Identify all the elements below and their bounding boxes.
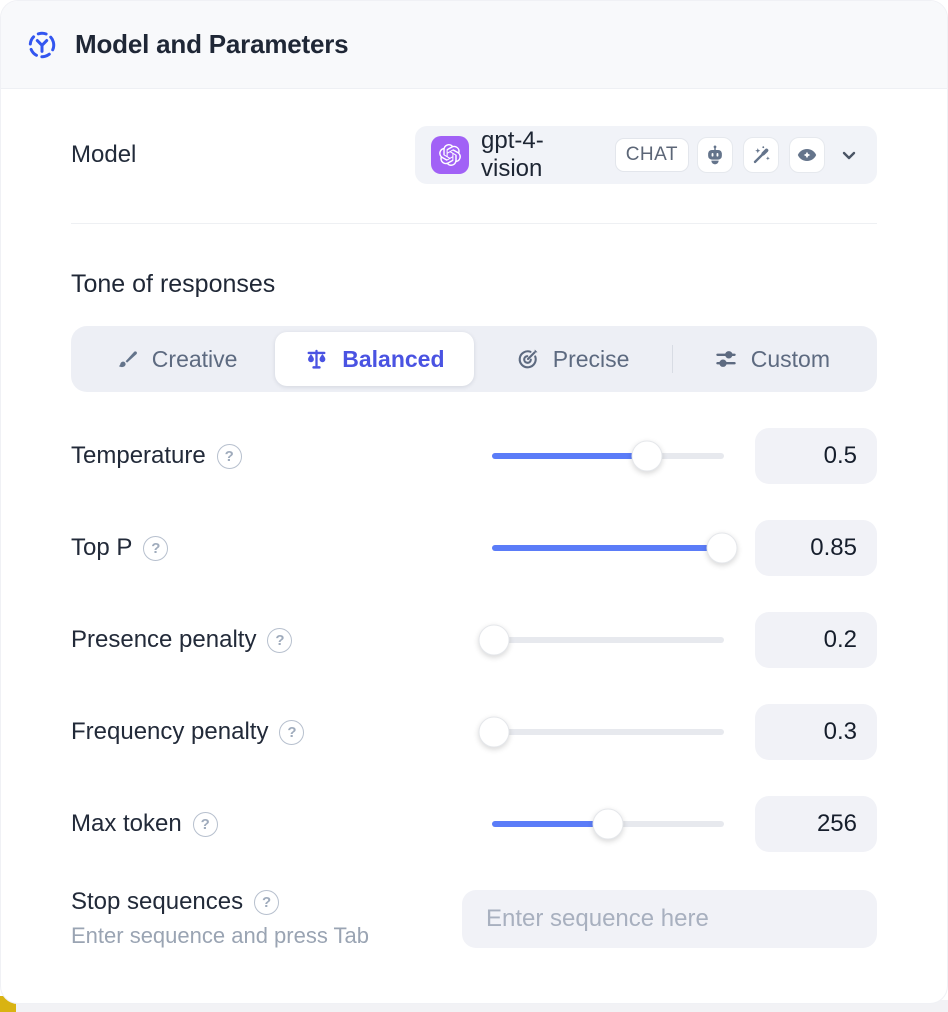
parameter-label: Top P: [71, 534, 133, 561]
slider-track: [492, 729, 724, 735]
magic-wand-icon: [743, 137, 779, 173]
panel-header: Model and Parameters: [1, 1, 947, 89]
top-p-value[interactable]: 0.85: [755, 520, 877, 576]
tone-heading: Tone of responses: [71, 270, 276, 298]
chevron-down-icon: [837, 143, 861, 167]
temperature-value[interactable]: 0.5: [755, 428, 877, 484]
max-token-slider[interactable]: [492, 796, 724, 852]
tone-option-precise[interactable]: Precise: [474, 332, 672, 386]
help-icon[interactable]: ?: [216, 443, 242, 469]
vision-eye-icon: [789, 137, 825, 173]
slider-track: [492, 637, 724, 643]
parameter-label: Presence penalty: [71, 626, 257, 653]
tone-segmented-control: Creative Balanced: [71, 326, 877, 392]
paintbrush-icon: [115, 347, 139, 371]
model-select-dropdown[interactable]: gpt-4-vision CHAT: [415, 126, 877, 184]
model-row: Model gpt-4-vision CHAT: [71, 126, 877, 184]
temperature-slider[interactable]: [492, 428, 724, 484]
help-icon[interactable]: ?: [143, 535, 169, 561]
parameter-row-frequency-penalty: Frequency penalty ? 0.3: [71, 704, 877, 760]
tone-option-label: Precise: [552, 345, 630, 372]
slider-fill: [492, 545, 722, 551]
sliders-icon: [714, 347, 738, 371]
help-icon[interactable]: ?: [267, 627, 293, 653]
frequency-penalty-slider[interactable]: [478, 704, 724, 760]
openai-logo: [431, 136, 469, 174]
parameter-label: Max token: [71, 810, 182, 837]
parameter-row-max-token: Max token ? 256: [71, 796, 877, 852]
balance-scale-icon: [304, 347, 329, 372]
parameter-label: Temperature: [71, 442, 206, 469]
max-token-value[interactable]: 256: [755, 796, 877, 852]
slider-thumb[interactable]: [478, 624, 510, 656]
help-icon[interactable]: ?: [192, 811, 218, 837]
parameter-row-top-p: Top P ? 0.85: [71, 520, 877, 576]
slider-fill: [492, 453, 648, 459]
segmented-divider: [671, 345, 673, 373]
slider-thumb[interactable]: [631, 440, 663, 472]
selected-model-name: gpt-4-vision: [481, 127, 544, 182]
target-arrow-icon: [516, 347, 540, 371]
frequency-penalty-value[interactable]: 0.3: [755, 704, 877, 760]
stop-sequences-row: Stop sequences ? Enter sequence and pres…: [71, 888, 877, 949]
slider-thumb[interactable]: [478, 716, 510, 748]
model-type-badge: CHAT: [614, 138, 689, 172]
parameter-label: Frequency penalty: [71, 718, 269, 745]
top-p-slider[interactable]: [492, 520, 738, 576]
parameter-row-temperature: Temperature ? 0.5: [71, 428, 877, 484]
panel-title: Model and Parameters: [75, 29, 349, 59]
help-icon[interactable]: ?: [254, 889, 280, 915]
tone-option-label: Balanced: [342, 345, 445, 372]
presence-penalty-slider[interactable]: [478, 612, 724, 668]
stop-sequences-hint: Enter sequence and press Tab: [71, 923, 370, 948]
slider-fill: [492, 821, 608, 827]
tone-option-label: Custom: [750, 345, 830, 372]
section-divider: [71, 223, 877, 224]
tone-option-creative[interactable]: Creative: [77, 332, 275, 386]
slider-thumb[interactable]: [706, 532, 738, 564]
parameter-row-presence-penalty: Presence penalty ? 0.2: [71, 612, 877, 668]
presence-penalty-value[interactable]: 0.2: [755, 612, 877, 668]
robot-icon: [697, 137, 733, 173]
tone-option-balanced[interactable]: Balanced: [275, 332, 474, 386]
tone-option-label: Creative: [151, 345, 238, 372]
help-icon[interactable]: ?: [279, 719, 305, 745]
slider-thumb[interactable]: [592, 808, 624, 840]
tone-option-custom[interactable]: Custom: [673, 332, 871, 386]
model-label: Model: [71, 141, 137, 168]
stop-sequences-label: Stop sequences: [71, 888, 244, 915]
stop-sequences-input[interactable]: [462, 889, 877, 948]
model-network-icon: [26, 29, 58, 61]
